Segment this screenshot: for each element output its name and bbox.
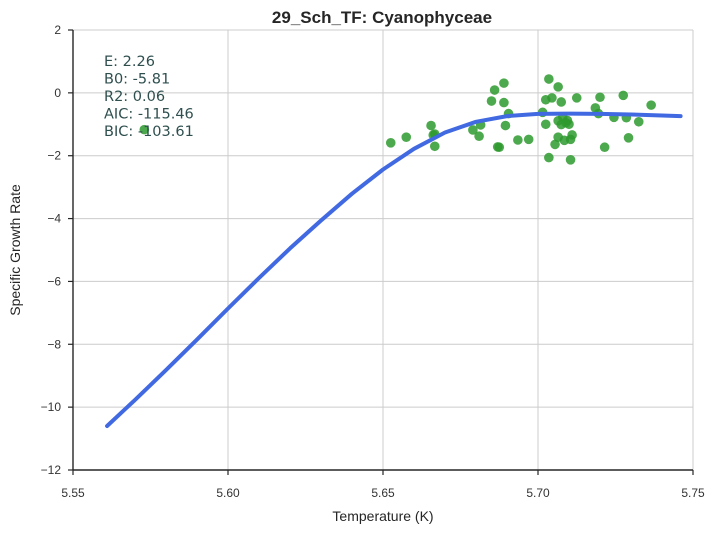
y-tick-labels: −12 −10 −8 −6 −4 −2 0 2	[41, 23, 62, 477]
y-axis-label: Specific Growth Rate	[7, 184, 23, 316]
data-point	[565, 155, 576, 165]
x-tick-label: 5.70	[526, 486, 550, 500]
fit-curve	[105, 111, 683, 428]
data-point	[633, 116, 644, 127]
data-point	[499, 78, 509, 88]
x-tick-label: 5.65	[371, 486, 395, 500]
y-tick-label: −8	[47, 337, 61, 351]
data-point	[646, 100, 656, 110]
axes	[68, 29, 694, 475]
y-tick-label: −4	[47, 212, 61, 226]
data-point	[571, 93, 582, 103]
data-point	[547, 93, 557, 103]
data-point	[618, 90, 629, 101]
grid-lines	[73, 29, 694, 470]
data-point	[599, 142, 610, 153]
data-point	[426, 120, 436, 131]
data-point	[474, 131, 484, 142]
y-tick-label: −10	[41, 400, 62, 414]
data-point	[550, 139, 560, 150]
y-tick-label: 0	[54, 86, 61, 100]
data-point	[567, 130, 577, 140]
fit-stat: BIC: -103.61	[104, 124, 194, 140]
data-point	[513, 135, 523, 145]
x-tick-label: 5.75	[681, 486, 705, 500]
fit-stat: R2: 0.06	[104, 89, 165, 105]
y-tick-label: −12	[41, 463, 62, 477]
x-tick-label: 5.55	[61, 486, 85, 500]
data-point	[523, 134, 534, 145]
fit-stat: AIC: -115.46	[104, 107, 194, 123]
y-tick-label: −2	[47, 149, 61, 163]
data-point	[595, 92, 605, 103]
x-tick-labels: 5.55 5.60 5.65 5.70 5.75	[61, 486, 705, 500]
data-point	[401, 132, 412, 142]
data-point	[139, 124, 150, 135]
data-point	[499, 97, 509, 108]
data-point	[494, 142, 505, 153]
chart-title: 29_Sch_TF: Cyanophyceae	[272, 8, 492, 27]
data-point	[544, 152, 554, 163]
x-tick-label: 5.60	[216, 486, 240, 500]
data-point	[468, 125, 478, 135]
data-point	[540, 119, 551, 130]
data-point	[500, 120, 511, 131]
data-point	[429, 141, 440, 152]
fit-stat: E: 2.26	[104, 54, 155, 70]
data-point	[544, 74, 554, 84]
data-point	[486, 96, 497, 106]
data-point	[556, 97, 567, 107]
fit-stat: B0: -5.81	[104, 72, 170, 88]
data-point	[489, 85, 500, 95]
data-point	[623, 133, 634, 143]
data-point	[553, 82, 563, 92]
scatter-points	[139, 74, 656, 165]
data-point	[385, 138, 396, 148]
y-tick-label: −6	[47, 274, 61, 288]
y-tick-label: 2	[54, 23, 61, 37]
data-point	[564, 119, 574, 130]
x-axis-label: Temperature (K)	[332, 508, 433, 524]
